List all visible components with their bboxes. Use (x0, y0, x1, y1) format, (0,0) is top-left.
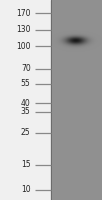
Bar (51, 0, 102, 200)
Text: 130: 130 (16, 25, 31, 34)
Text: 40: 40 (21, 99, 31, 108)
Text: 170: 170 (16, 9, 31, 18)
Text: 70: 70 (21, 64, 31, 73)
Text: 10: 10 (21, 185, 31, 194)
Text: 15: 15 (21, 160, 31, 169)
Text: 55: 55 (21, 79, 31, 88)
Text: 25: 25 (21, 128, 31, 137)
Text: 35: 35 (21, 107, 31, 116)
Text: 100: 100 (16, 42, 31, 51)
Bar (0, 0, 51, 200)
